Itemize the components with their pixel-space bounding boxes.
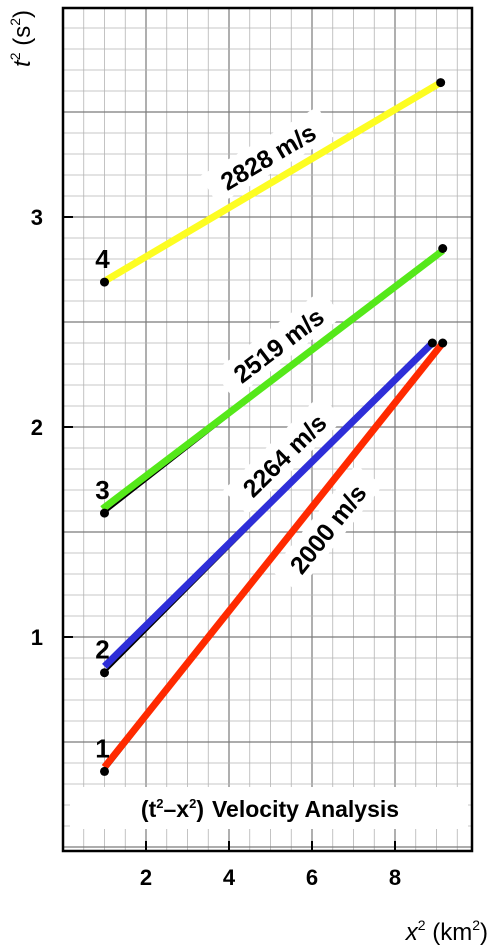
series-points — [100, 78, 448, 776]
data-point — [438, 244, 448, 253]
point-label: 2 — [95, 635, 109, 665]
x-axis-var: x — [405, 919, 419, 946]
data-point — [436, 78, 446, 88]
point-label: 4 — [95, 244, 110, 274]
axis-ticks: 2 4 6 8 1 2 3 — [31, 205, 401, 890]
x-axis-label: x2 (km2) — [405, 917, 488, 946]
data-point — [427, 338, 437, 348]
y-axis-units-sup: 2 — [7, 18, 23, 26]
series-line — [101, 340, 446, 770]
plot-frame — [61, 6, 474, 853]
data-point — [100, 668, 109, 678]
title-sup-2: 2 — [189, 796, 196, 811]
y-tick-label: 3 — [31, 205, 43, 230]
series-label-backdrop — [223, 394, 345, 515]
series-line — [102, 340, 435, 669]
y-axis-var-sup: 2 — [7, 52, 23, 60]
series-line — [100, 247, 445, 512]
y-tick-label: 1 — [31, 625, 43, 650]
title-main: Velocity Analysis — [212, 796, 399, 822]
series-lines — [100, 79, 446, 773]
title-backdrop — [70, 787, 468, 829]
title-prefix: (t — [141, 796, 157, 822]
y-axis-close: ) — [9, 10, 36, 18]
series-label-backdrop — [213, 289, 343, 399]
series-label-backdrop — [271, 464, 383, 593]
point-label: 1 — [95, 733, 109, 763]
y-axis-var: t — [9, 59, 36, 67]
point-label: 3 — [95, 475, 109, 505]
x-axis-close: ) — [480, 919, 488, 946]
series-line — [104, 79, 443, 284]
x-axis-units-sup: 2 — [472, 917, 480, 933]
data-point — [100, 508, 109, 518]
x-axis-units: (km — [426, 919, 473, 946]
chart-title: (t2–x2) Velocity Analysis — [141, 796, 399, 822]
y-axis-units: (s — [9, 26, 36, 53]
data-point — [100, 766, 109, 776]
title-sup-1: 2 — [156, 796, 163, 811]
title-mid: –x — [163, 796, 189, 822]
y-tick-label: 2 — [31, 415, 43, 440]
y-axis-label: t2 (s2) — [7, 10, 36, 67]
data-point — [438, 338, 448, 348]
title-suffix: ) — [196, 796, 204, 822]
data-point — [100, 277, 109, 287]
x-tick-label: 4 — [223, 865, 236, 890]
x-axis-var-sup: 2 — [418, 917, 426, 933]
x-tick-label: 2 — [140, 865, 152, 890]
x-tick-label: 6 — [306, 865, 318, 890]
x-tick-label: 8 — [389, 865, 401, 890]
series-label-backdrop — [200, 106, 335, 206]
